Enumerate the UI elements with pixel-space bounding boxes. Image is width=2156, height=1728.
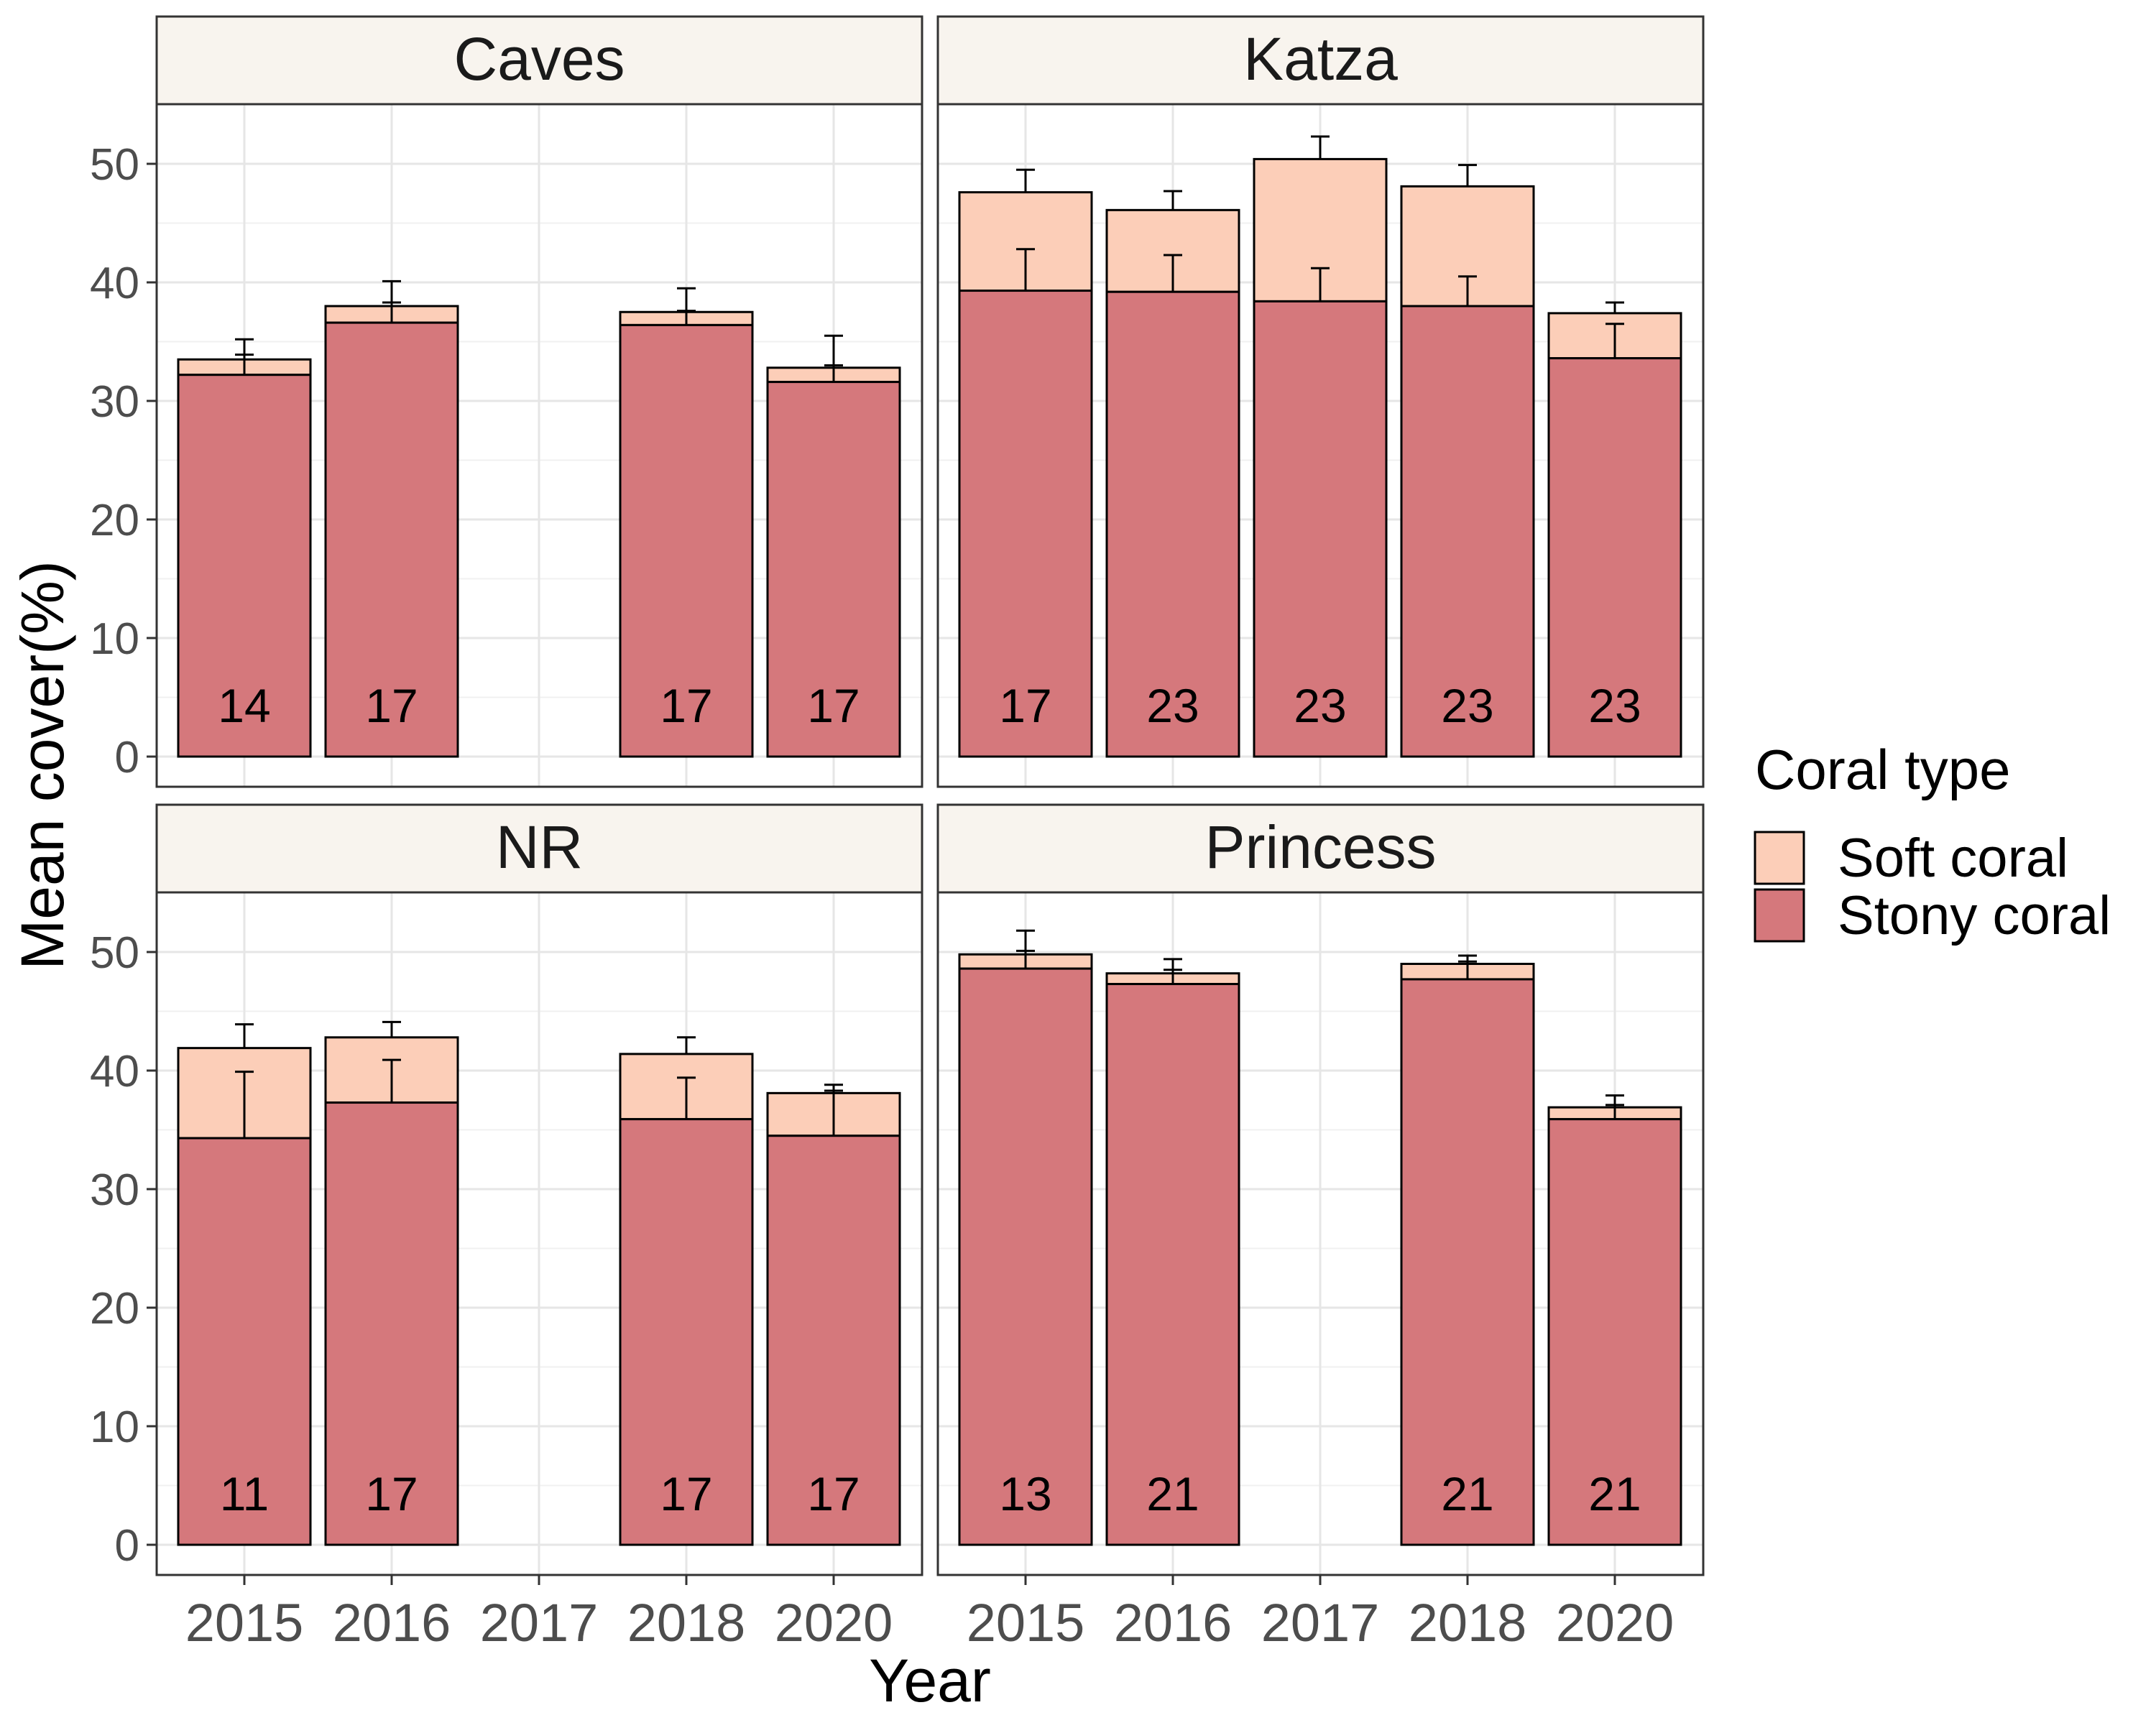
x-tick-label: 2018 (1409, 1593, 1527, 1653)
y-tick-label: 20 (90, 496, 139, 545)
bar-n-label: 17 (999, 679, 1051, 732)
bar-stony-coral (958, 290, 1093, 758)
bar-n-label: 17 (660, 1467, 712, 1520)
y-tick-label: 0 (115, 733, 139, 782)
y-tick-label: 40 (90, 1047, 139, 1096)
x-tick-label: 2016 (333, 1593, 451, 1653)
facet-strip-label: Princess (1204, 813, 1436, 881)
y-tick-label: 30 (90, 1165, 139, 1215)
bar-stony-coral (177, 374, 312, 758)
facet-strip-label: Caves (453, 25, 625, 93)
facet-strip (936, 803, 1705, 894)
legend-title: Coral type (1755, 738, 2011, 801)
x-tick-label: 2020 (1556, 1593, 1674, 1653)
bar-stony-coral (1400, 978, 1535, 1546)
x-tick-label: 2020 (775, 1593, 893, 1653)
bar-stony-coral (1400, 305, 1535, 758)
bar-n-label: 23 (1441, 679, 1493, 732)
x-tick-label: 2015 (967, 1593, 1085, 1653)
bar-n-label: 17 (365, 679, 418, 732)
facet-strip (155, 15, 923, 106)
bar-n-label: 21 (1146, 1467, 1199, 1520)
bar-stony-coral (1547, 357, 1682, 758)
bar-n-label: 17 (807, 1467, 860, 1520)
y-tick-label: 10 (90, 614, 139, 664)
panel-caves: 14 17 17 17 Caves 0 10 20 30 40 50 (90, 15, 923, 788)
bar-n-label: 14 (218, 679, 270, 732)
y-tick-label: 30 (90, 377, 139, 427)
bar-stony-coral (958, 967, 1093, 1546)
x-tick-label: 2017 (480, 1593, 599, 1653)
x-axis-title: Year (869, 1647, 991, 1714)
panel-nr: 11 17 17 17 NR 0 10 20 30 40 50 2015 2016 2017 2018 202… (90, 803, 923, 1653)
y-axis-title: Mean cover(%) (9, 560, 76, 970)
bar-stony-coral (177, 1137, 312, 1546)
y-tick-label: 0 (115, 1521, 139, 1571)
bar-stony-coral (1105, 983, 1240, 1546)
bar-n-label: 17 (365, 1467, 418, 1520)
legend-key-soft-coral (1754, 831, 1805, 885)
y-tick-label: 20 (90, 1284, 139, 1334)
facet-strip-label: Katza (1243, 25, 1398, 93)
y-tick-label: 50 (90, 928, 139, 978)
bar-stony-coral (766, 381, 901, 758)
facet-strip (155, 803, 923, 894)
bar-n-label: 21 (1588, 1467, 1641, 1520)
x-tick-label: 2015 (185, 1593, 304, 1653)
x-tick-label: 2017 (1261, 1593, 1380, 1653)
bar-n-label: 13 (999, 1467, 1051, 1520)
bar-stony-coral (619, 1118, 754, 1546)
bar-n-label: 23 (1294, 679, 1346, 732)
bar-n-label: 23 (1588, 679, 1641, 732)
legend-label: Soft coral (1838, 828, 2068, 889)
legend-key-stony-coral (1754, 888, 1805, 943)
bar-n-label: 17 (660, 679, 712, 732)
y-tick-label: 40 (90, 259, 139, 308)
legend-label: Stony coral (1838, 885, 2111, 946)
panel-katza: 17 23 23 23 23 Katza (936, 15, 1705, 788)
bar-stony-coral (766, 1135, 901, 1546)
bar-n-label: 23 (1146, 679, 1199, 732)
panel-princess: 13 21 21 21 Princess 2015 2016 2017 2018 2020 (936, 803, 1705, 1653)
y-tick-label: 50 (90, 140, 139, 190)
facet-strip-label: NR (496, 813, 583, 881)
y-tick-label: 10 (90, 1403, 139, 1452)
bar-stony-coral (324, 1101, 459, 1546)
bar-stony-coral (324, 321, 459, 758)
bar-n-label: 11 (220, 1467, 270, 1520)
bar-stony-coral (1253, 300, 1388, 758)
bar-stony-coral (619, 323, 754, 758)
bar-stony-coral (1547, 1118, 1682, 1546)
bar-stony-coral (1105, 290, 1240, 758)
x-tick-label: 2016 (1114, 1593, 1233, 1653)
bar-n-label: 21 (1441, 1467, 1493, 1520)
x-tick-label: 2018 (627, 1593, 746, 1653)
bar-n-label: 17 (807, 679, 860, 732)
facet-strip (936, 15, 1705, 106)
